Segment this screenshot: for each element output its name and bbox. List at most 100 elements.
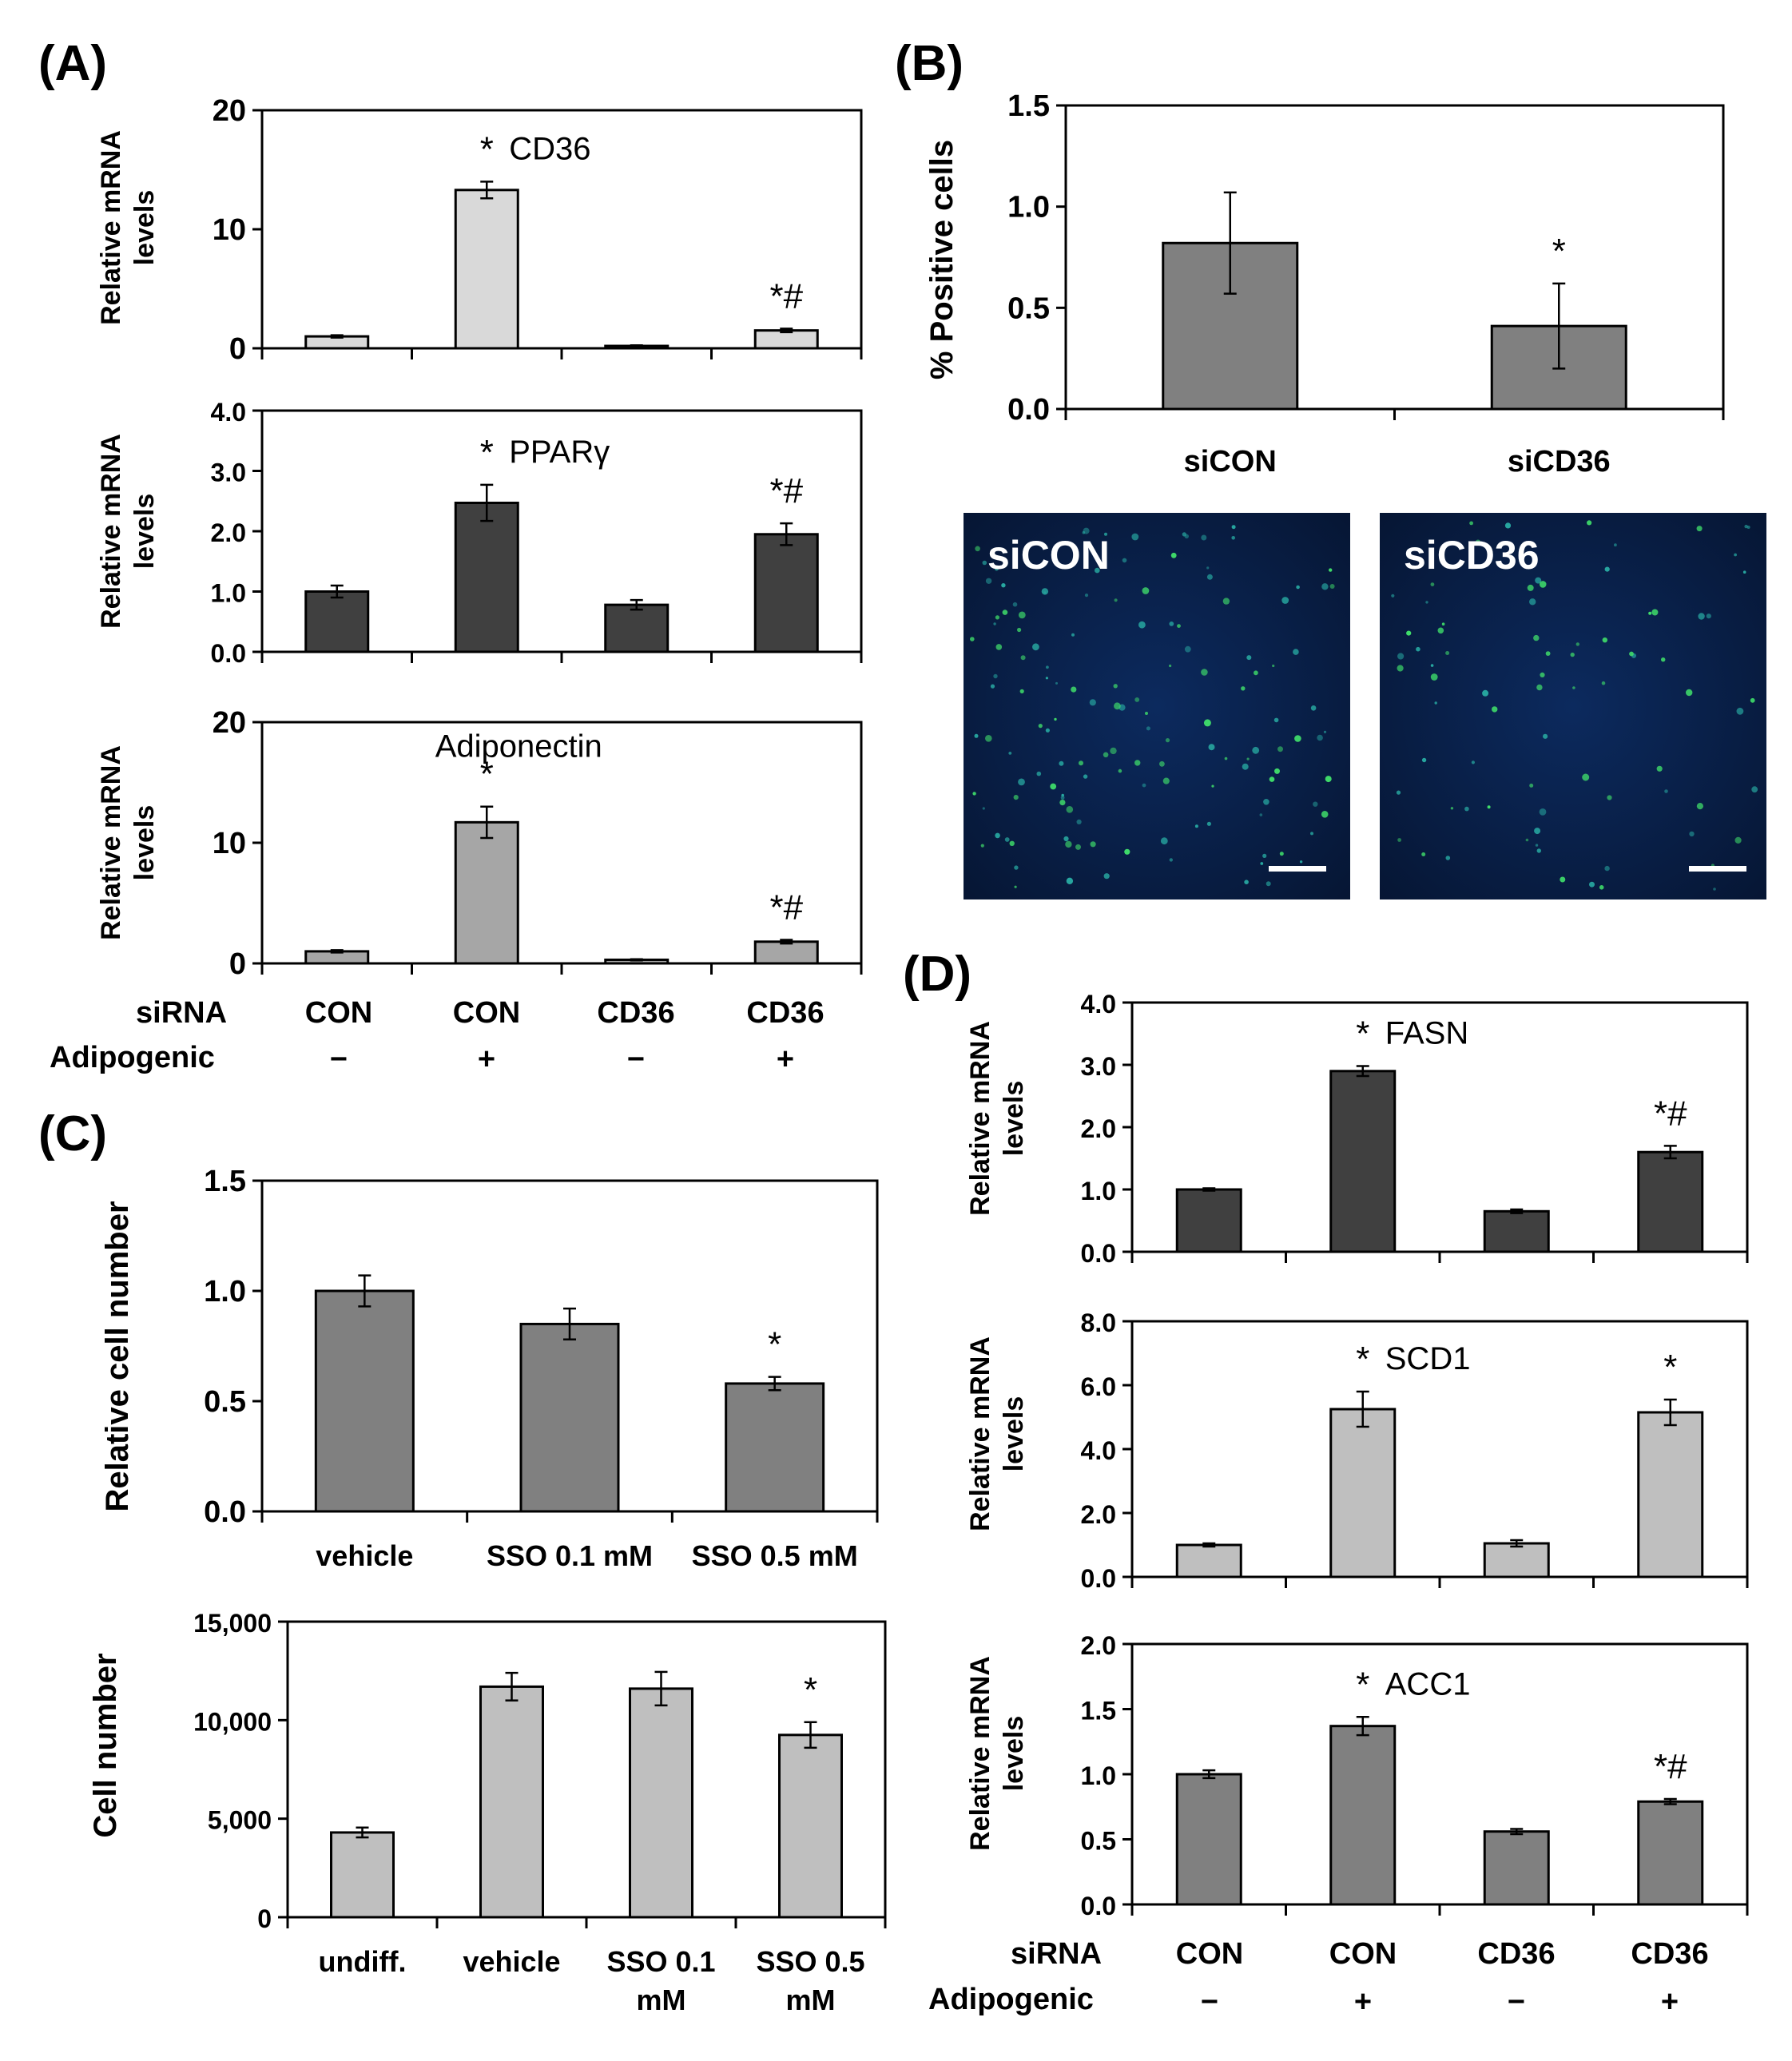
fluorescent-dot [1696, 803, 1703, 810]
fluorescent-dot [1211, 784, 1214, 788]
y-tick-label: 10 [213, 827, 246, 860]
fluorescent-dot [1124, 848, 1130, 855]
y-tick-label: 10 [213, 213, 246, 247]
fluorescent-dot [1744, 524, 1748, 529]
significance-mark: *# [1654, 1094, 1687, 1133]
fluorescent-dot [1206, 574, 1213, 580]
fluorescent-dot [1397, 665, 1404, 672]
panel-label-a: (A) [38, 36, 107, 91]
ylabel-a3-line1: Relative mRNA [96, 745, 126, 940]
y-tick-label: 2.0 [211, 518, 246, 547]
fluorescent-dot [1272, 664, 1275, 668]
fluorescent-dot [1279, 852, 1284, 856]
fluorescent-dot [1014, 885, 1017, 888]
fluorescent-dot [1529, 598, 1536, 606]
fluorescent-dot [1076, 819, 1082, 824]
fluorescent-dot [1118, 768, 1122, 773]
gene-label: CD36 [509, 131, 590, 166]
fluorescent-dot [1406, 630, 1412, 636]
fluorescent-dot [1104, 532, 1107, 536]
significance-mark: * [804, 1670, 817, 1710]
fluorescent-dot [974, 733, 979, 738]
fluorescent-dot [1539, 808, 1547, 816]
ylabel-d3-line2: levels [999, 1716, 1029, 1792]
y-tick-label: 0.0 [1007, 393, 1050, 427]
fluorescent-dots [970, 525, 1335, 888]
fluorescent-dot [982, 807, 985, 810]
fluorescent-dot [1698, 613, 1705, 620]
fluorescent-dot [1184, 645, 1191, 653]
bar [330, 1831, 395, 1919]
fluorescent-dot [1089, 699, 1096, 706]
fluorescent-dot [1065, 840, 1072, 848]
fluorescent-dot [1310, 705, 1317, 711]
fluorescent-dot [980, 844, 984, 848]
fluorescent-dot [1277, 746, 1283, 753]
fluorescent-dot [1430, 582, 1435, 586]
fluorescent-dot [1113, 684, 1118, 689]
chart-d-fasn: 0.0 1.0 2.0 3.0 4.0 * *# FASN [1081, 990, 1749, 1268]
microscopy-label-sicon: siCON [987, 533, 1110, 578]
fluorescent-dot [972, 792, 976, 796]
fluorescent-dot [1421, 852, 1426, 856]
category-label: siCON [1184, 445, 1277, 479]
fluorescent-dot [1002, 610, 1008, 615]
fluorescent-dot [1012, 602, 1018, 607]
fluorescent-dot [1269, 776, 1275, 782]
fluorescent-dot [1266, 881, 1271, 887]
fluorescent-dot [1259, 813, 1263, 816]
category-label: undiff. [319, 1945, 407, 1978]
fluorescent-dot [1055, 681, 1058, 685]
fluorescent-dot [1534, 828, 1541, 835]
fluorescent-dot [1607, 795, 1612, 800]
significance-mark: * [480, 433, 494, 472]
y-tick-label: 0.0 [1081, 1239, 1116, 1268]
fluorescent-dot [985, 578, 992, 584]
y-tick-label: 10,000 [193, 1707, 272, 1736]
bar [1329, 1070, 1397, 1253]
y-tick-label: 0 [229, 947, 246, 981]
fluorescent-dot [1706, 614, 1711, 619]
adipogenic-value: − [330, 1042, 348, 1076]
bar [1637, 1800, 1704, 1906]
ylabel-c2: Cell number [88, 1653, 123, 1837]
ylabel-d1-line1: Relative mRNA [965, 1021, 995, 1216]
fluorescent-dot [1525, 838, 1529, 842]
fluorescent-dot [1020, 655, 1026, 661]
fluorescent-dot [1019, 689, 1024, 694]
fluorescent-dot [1082, 530, 1086, 534]
fluorescent-dot [1083, 774, 1088, 779]
fluorescent-dot [1018, 611, 1026, 619]
ylabel-d2-line2: levels [999, 1396, 1029, 1472]
fluorescent-dot [1317, 734, 1323, 741]
fluorescent-dot [1194, 824, 1198, 828]
bar [753, 940, 819, 965]
fluorescent-dot [1310, 832, 1313, 836]
y-tick-label: 1.0 [1007, 191, 1050, 224]
fluorescent-dot [1629, 651, 1634, 657]
bar [479, 1685, 544, 1919]
fluorescent-dot [1533, 634, 1540, 641]
y-tick-label: 2.0 [1081, 1631, 1116, 1660]
fluorescent-dot [1071, 686, 1077, 693]
fluorescent-dot [1689, 831, 1695, 837]
significance-mark: *# [769, 276, 803, 316]
fluorescent-dot [1008, 752, 1012, 755]
gene-label: SCD1 [1385, 1341, 1471, 1376]
fluorescent-dot [1066, 806, 1074, 813]
fluorescent-dot [1582, 773, 1590, 781]
ylabel-a1-line2: levels [129, 190, 160, 266]
fluorescent-dot [1138, 621, 1146, 629]
y-tick-label: 1.5 [1081, 1697, 1116, 1725]
fluorescent-dot [1441, 622, 1445, 625]
fluorescent-dot [1575, 642, 1580, 646]
fluorescent-dot [1169, 621, 1174, 626]
fluorescent-dot [1075, 844, 1081, 850]
fluorescent-dot [1036, 771, 1042, 776]
fluorescent-dot [975, 546, 980, 552]
fluorescent-dot [1059, 800, 1066, 806]
fluorescent-dot [1032, 643, 1039, 651]
fluorescent-dot [994, 566, 999, 571]
ylabel-d2-line1: Relative mRNA [965, 1336, 995, 1531]
fluorescent-dot [1122, 558, 1127, 563]
